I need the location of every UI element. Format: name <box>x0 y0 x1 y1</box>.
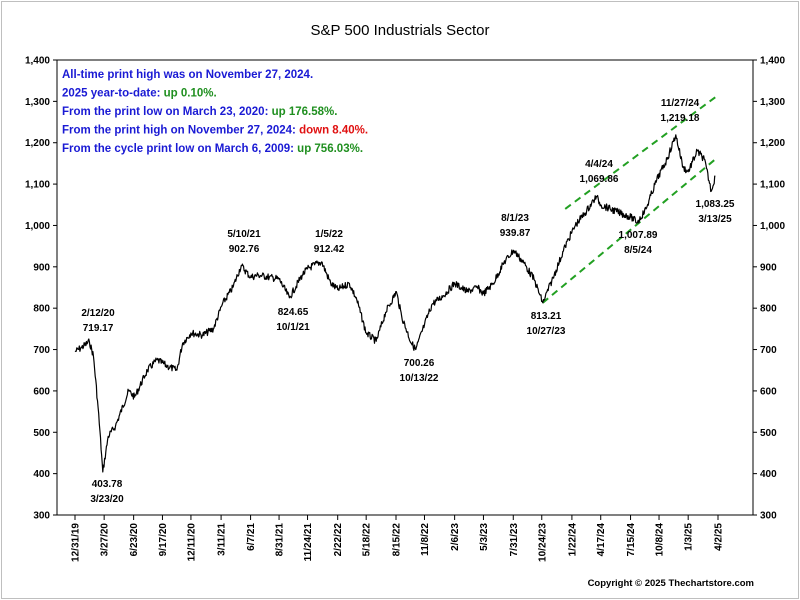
stat-text: From the print high on November 27, 2024… <box>62 125 299 137</box>
x-axis: 12/31/19 3/27/20 6/23/20 9/17/20 12/11/20 3/1… <box>71 515 725 562</box>
annotation-label: 824.65 <box>278 307 309 318</box>
x-tick-label: 4/2/25 <box>714 523 725 551</box>
x-tick-label: 3/27/20 <box>100 523 111 557</box>
annotation-value: 10/1/21 <box>276 322 310 333</box>
annotations: 2/12/20 719.17 403.78 3/23/20 5/10/21 902.76 1… <box>81 98 735 505</box>
y-tick-label-left: 1,000 <box>25 221 50 232</box>
x-tick-label: 6/23/20 <box>129 523 140 557</box>
y-tick-label-right: 300 <box>760 511 777 522</box>
annotation-value: 912.42 <box>314 244 345 255</box>
y-tick-label-right: 1,000 <box>760 221 785 232</box>
stat-text: From the cycle print low on March 6, 200… <box>62 143 297 155</box>
y-tick-label-right: 1,400 <box>760 56 785 67</box>
price-series <box>74 134 716 473</box>
y-tick-label-left: 600 <box>33 386 50 397</box>
y-tick-label-left: 300 <box>33 511 50 522</box>
x-tick-label: 3/11/21 <box>217 523 228 556</box>
stat-text: From the print low on March 23, 2020: <box>62 106 272 118</box>
y-tick-label-right: 1,200 <box>760 138 785 149</box>
y-tick-label-right: 900 <box>760 262 777 273</box>
annotation-label: 2/12/20 <box>81 308 115 319</box>
y-tick-label-left: 1,200 <box>25 138 50 149</box>
stat-value: up 756.03%. <box>297 143 363 155</box>
annotation-value: 10/27/23 <box>527 326 566 337</box>
annotation-value: 8/5/24 <box>624 245 652 256</box>
annotation-value: 719.17 <box>83 323 114 334</box>
y-tick-label-right: 700 <box>760 345 777 356</box>
annotation-value: 3/13/25 <box>698 214 732 225</box>
y-tick-label-left: 900 <box>33 262 50 273</box>
stat-value: down 8.40%. <box>299 125 368 137</box>
x-tick-label: 2/6/23 <box>450 523 461 551</box>
y-tick-label-left: 1,300 <box>25 97 50 108</box>
y-tick-label-right: 1,100 <box>760 180 785 191</box>
annotation-label: 1,007.89 <box>619 230 658 241</box>
x-tick-label: 8/31/21 <box>275 523 286 557</box>
annotation-label: 5/10/21 <box>227 229 261 240</box>
x-tick-label: 12/11/20 <box>186 523 197 562</box>
y-tick-label-left: 1,400 <box>25 56 50 67</box>
stat-text: All-time print high was on November 27, … <box>62 69 313 81</box>
annotation-label: 813.21 <box>531 311 562 322</box>
annotation-label: 1,083.25 <box>696 199 735 210</box>
y-tick-label-left: 500 <box>33 428 50 439</box>
y-tick-label-left: 700 <box>33 345 50 356</box>
stat-line: All-time print high was on November 27, … <box>62 69 313 81</box>
y-axis-left: 300 400 500 600 700 800 900 1,000 1,100 1,200 1,30… <box>25 56 57 522</box>
x-tick-label: 2/22/22 <box>333 523 344 557</box>
annotation-value: 939.87 <box>500 228 531 239</box>
x-tick-label: 10/24/23 <box>537 523 548 562</box>
x-tick-label: 4/17/24 <box>596 523 607 557</box>
trend-lines <box>542 96 716 304</box>
x-tick-label: 1/3/25 <box>684 523 695 551</box>
stat-line: From the print low on March 23, 2020: up… <box>62 106 337 118</box>
x-tick-label: 7/31/23 <box>509 523 520 557</box>
chart-title: S&P 500 Industrials Sector <box>311 22 490 39</box>
annotation-value: 3/23/20 <box>90 494 124 505</box>
y-tick-label-right: 600 <box>760 386 777 397</box>
annotation-value: 902.76 <box>229 244 260 255</box>
stat-line: From the print high on November 27, 2024… <box>62 125 368 137</box>
y-axis-right: 300 400 500 600 700 800 900 1,000 1,100 1,200 1,30… <box>753 56 785 522</box>
x-tick-label: 5/18/22 <box>362 523 373 557</box>
x-tick-label: 8/15/22 <box>391 523 402 557</box>
y-tick-label-left: 1,100 <box>25 180 50 191</box>
y-tick-label-left: 800 <box>33 304 50 315</box>
y-tick-label-right: 500 <box>760 428 777 439</box>
x-tick-label: 11/8/22 <box>420 523 431 556</box>
x-tick-label: 12/31/19 <box>71 523 82 562</box>
y-tick-label-right: 800 <box>760 304 777 315</box>
plot-area <box>56 59 754 516</box>
stat-line: From the cycle print low on March 6, 200… <box>62 143 363 155</box>
annotation-label: 403.78 <box>92 479 123 490</box>
annotation-label: 4/4/24 <box>585 159 613 170</box>
trend-line <box>542 158 716 304</box>
copyright-text: Copyright © 2025 Thechartstore.com <box>588 578 754 589</box>
x-tick-label: 1/22/24 <box>567 523 578 557</box>
y-tick-label-right: 400 <box>760 469 777 480</box>
stat-value: up 176.58%. <box>272 106 338 118</box>
x-tick-label: 11/24/21 <box>303 523 314 562</box>
x-tick-label: 6/7/21 <box>246 523 257 551</box>
series-line <box>74 134 716 473</box>
annotation-label: 700.26 <box>404 358 435 369</box>
stat-line: 2025 year-to-date: up 0.10%. <box>62 88 217 100</box>
annotation-label: 1/5/22 <box>315 229 343 240</box>
annotation-value: 1,219.18 <box>661 113 700 124</box>
x-tick-label: 5/3/23 <box>479 523 490 551</box>
x-tick-label: 10/8/24 <box>655 523 666 557</box>
annotation-value: 1,069.86 <box>580 174 619 185</box>
stat-value: up 0.10%. <box>164 88 217 100</box>
annotation-label: 8/1/23 <box>501 213 529 224</box>
annotation-label: 11/27/24 <box>661 98 700 109</box>
annotation-value: 10/13/22 <box>400 373 439 384</box>
x-tick-label: 9/17/20 <box>158 523 169 557</box>
y-tick-label-left: 400 <box>33 469 50 480</box>
stats-box: All-time print high was on November 27, … <box>62 69 368 155</box>
stat-text: 2025 year-to-date: <box>62 88 164 100</box>
x-tick-label: 7/15/24 <box>626 523 637 557</box>
y-tick-label-right: 1,300 <box>760 97 785 108</box>
